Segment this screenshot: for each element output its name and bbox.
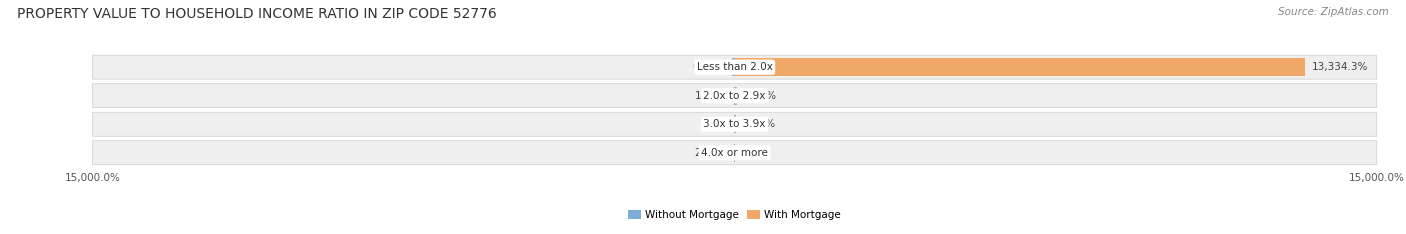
Bar <box>733 58 735 76</box>
FancyBboxPatch shape <box>93 84 1376 108</box>
Text: 7.7%: 7.7% <box>702 119 728 129</box>
Text: 60.6%: 60.6% <box>693 62 725 72</box>
FancyBboxPatch shape <box>93 112 1376 136</box>
Text: 2.0x to 2.9x: 2.0x to 2.9x <box>703 91 766 101</box>
Text: 13,334.3%: 13,334.3% <box>1312 62 1368 72</box>
Text: 26.4%: 26.4% <box>742 119 775 129</box>
Text: 7.9%: 7.9% <box>741 148 768 158</box>
Text: 48.5%: 48.5% <box>744 91 776 101</box>
Bar <box>735 58 1305 76</box>
Text: PROPERTY VALUE TO HOUSEHOLD INCOME RATIO IN ZIP CODE 52776: PROPERTY VALUE TO HOUSEHOLD INCOME RATIO… <box>17 7 496 21</box>
Text: 4.0x or more: 4.0x or more <box>702 148 768 158</box>
FancyBboxPatch shape <box>93 55 1376 79</box>
Text: Source: ZipAtlas.com: Source: ZipAtlas.com <box>1278 7 1389 17</box>
Text: 3.0x to 3.9x: 3.0x to 3.9x <box>703 119 766 129</box>
FancyBboxPatch shape <box>93 141 1376 165</box>
Legend: Without Mortgage, With Mortgage: Without Mortgage, With Mortgage <box>624 206 845 224</box>
Text: 10.7%: 10.7% <box>695 91 728 101</box>
Text: 21.1%: 21.1% <box>695 148 727 158</box>
Text: Less than 2.0x: Less than 2.0x <box>697 62 772 72</box>
Bar <box>735 87 737 105</box>
